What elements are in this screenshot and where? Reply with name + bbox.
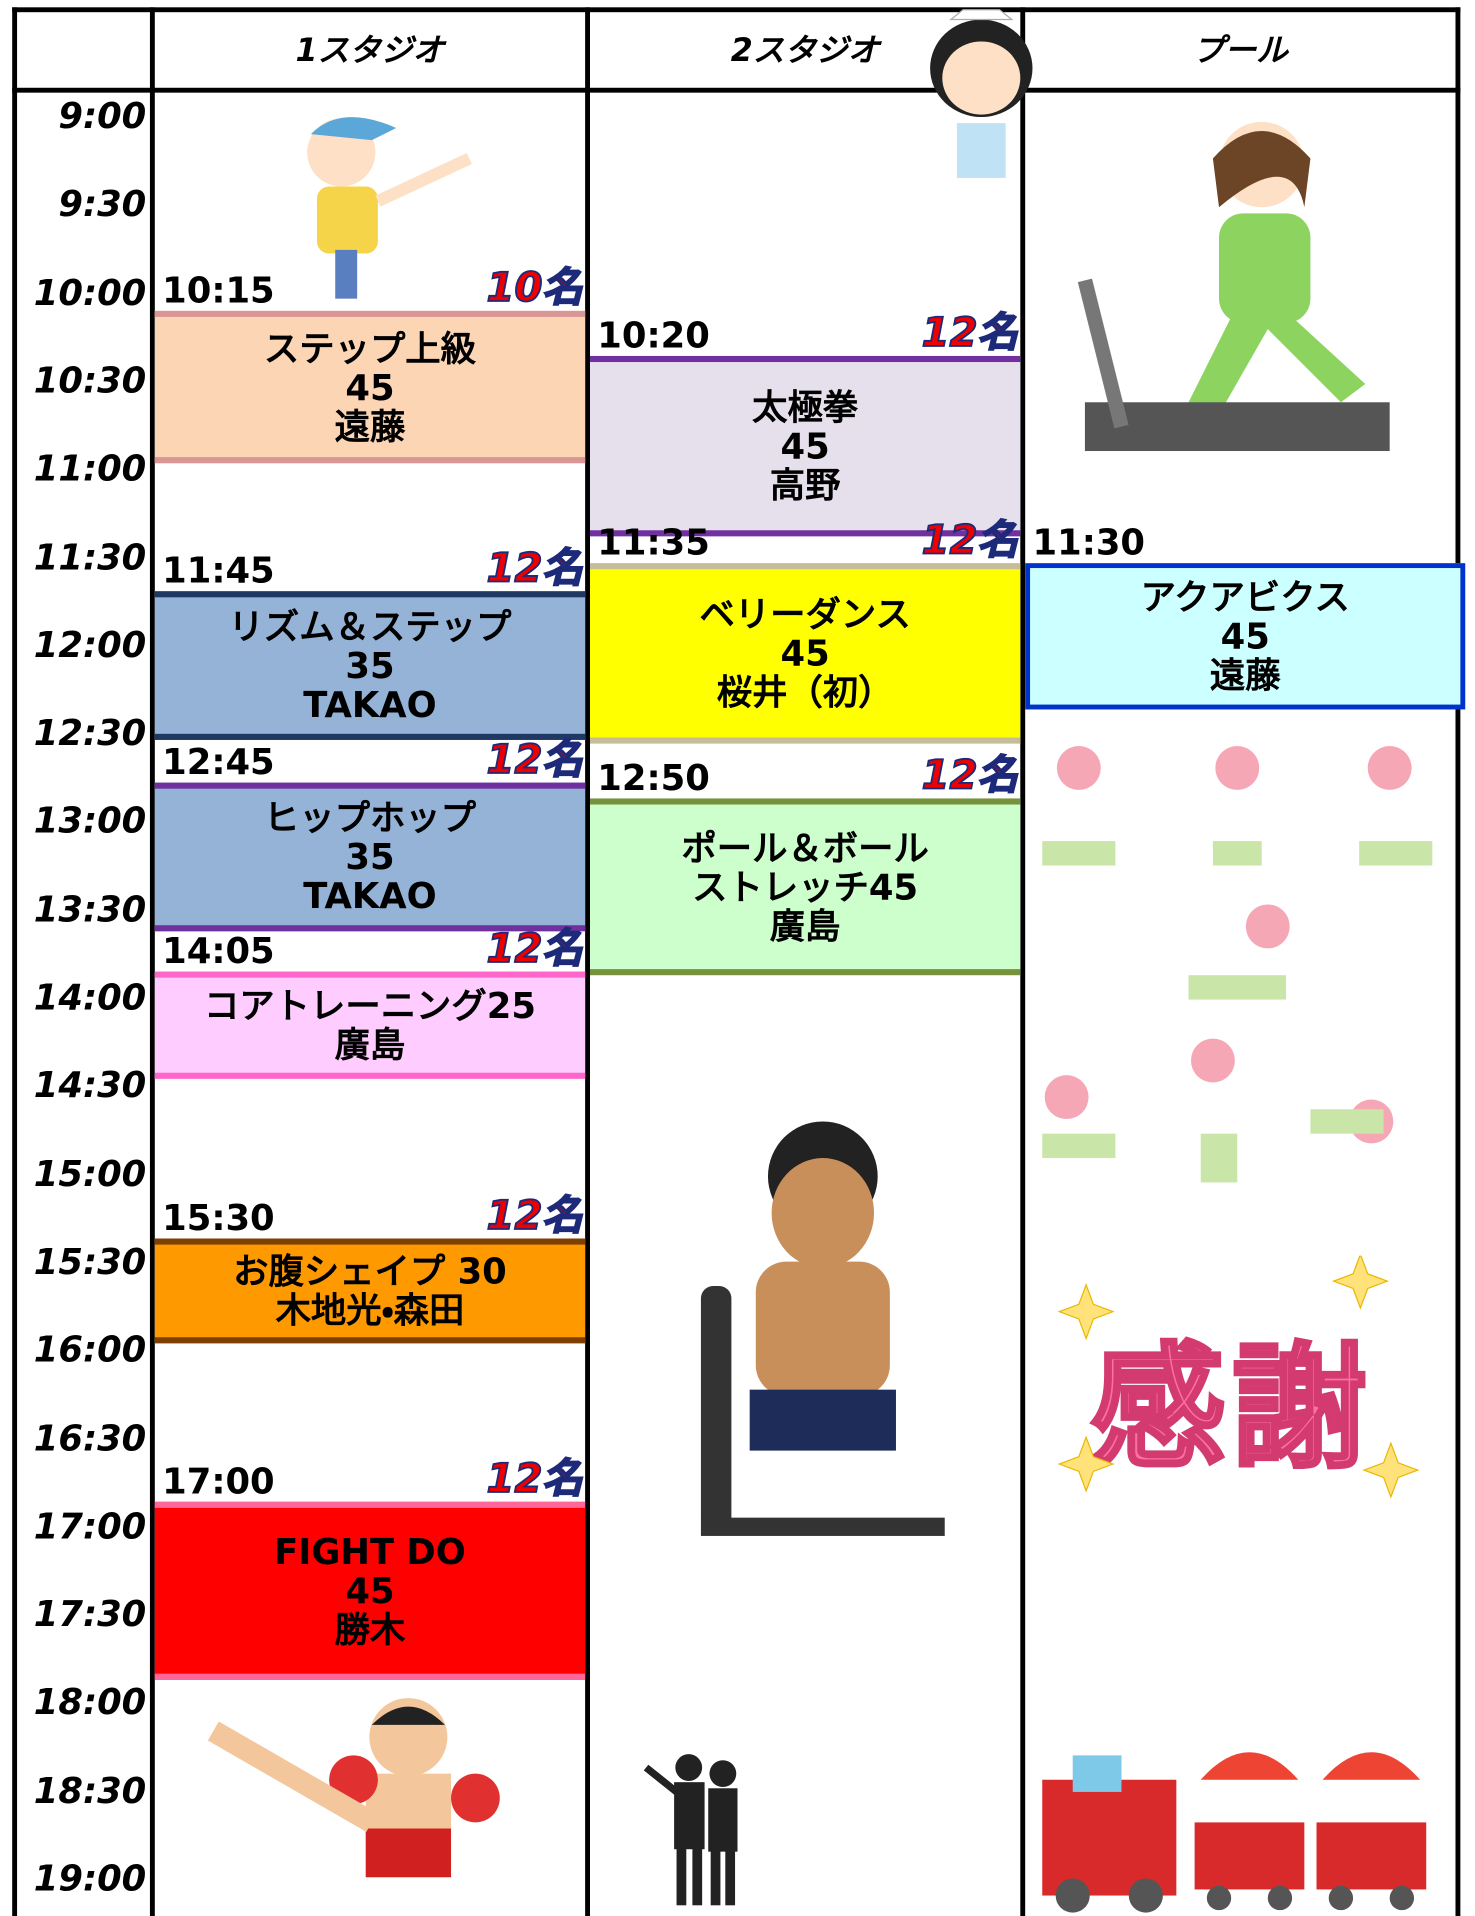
silhouette-illustration [643, 1754, 738, 1906]
start-time: 12:50 [597, 756, 710, 799]
time-label: 11:00 [33, 447, 147, 490]
start-time: 11:30 [1032, 521, 1146, 564]
time-label: 17:30 [33, 1593, 147, 1635]
capacity: 12名 [486, 1454, 584, 1502]
start-time: 14:05 [162, 930, 275, 972]
train-illustration [1042, 1752, 1427, 1913]
class-line: ステップ上級 [263, 327, 477, 369]
class-line: 遠藤 [1209, 654, 1281, 697]
time-label: 15:30 [33, 1240, 147, 1283]
start-time: 11:45 [162, 549, 275, 592]
time-label: 13:00 [33, 800, 147, 842]
time-label: 13:30 [33, 888, 147, 930]
class-block: リズム＆ステップ 35 TAKAO [154, 591, 586, 740]
time-label: 18:00 [33, 1681, 147, 1723]
class-block: ステップ上級 45 遠藤 [154, 310, 586, 464]
time-label: 14:30 [33, 1064, 147, 1106]
class-line: 木地光・森田 [275, 1289, 465, 1332]
class-line: 45 [780, 632, 830, 675]
class-line: 45 [345, 1570, 395, 1612]
class-line: TAKAO [303, 683, 437, 726]
column-rule [1020, 7, 1026, 1916]
class-line: 35 [345, 836, 395, 878]
class-line: 勝木 [334, 1609, 406, 1651]
class-line: お腹シェイプ 30 [233, 1250, 507, 1293]
class-line: アクアビクス [1140, 576, 1350, 619]
class-line: 桜井（初） [716, 671, 894, 714]
class-block: ベリーダンス 45 桜井（初） [589, 563, 1021, 744]
time-label: 10:30 [33, 359, 147, 401]
time-label: 17:00 [33, 1505, 147, 1547]
class-line: ベリーダンス [699, 593, 911, 636]
time-label: 11:30 [33, 535, 147, 578]
dancer-illustration [307, 117, 472, 299]
time-label: 14:00 [33, 976, 147, 1018]
time-label: 10:00 [33, 271, 147, 313]
start-time: 17:00 [162, 1460, 275, 1502]
sparkles [1057, 1255, 1420, 1499]
time-label: 16:00 [33, 1328, 147, 1371]
table-frame [12, 7, 1461, 1916]
class-block: FIGHT DO 45 勝木 [154, 1501, 586, 1680]
class-line: TAKAO [303, 875, 437, 917]
workout-illustration [700, 1121, 945, 1536]
capacity: 10名 [486, 263, 584, 311]
time-label: 18:30 [33, 1769, 147, 1812]
capacity: 12名 [921, 515, 1019, 564]
thanks-text: 感謝 [1089, 1328, 1374, 1488]
capacity: 12名 [486, 924, 584, 972]
kickboxer-illustration [207, 1698, 500, 1878]
start-time: 15:30 [162, 1197, 275, 1239]
class-line: 45 [345, 366, 395, 408]
start-time: 11:35 [597, 521, 710, 564]
class-line: 廣島 [334, 1023, 406, 1066]
yoga-illustration [1042, 746, 1433, 1183]
column-header: 1スタジオ [295, 32, 445, 70]
class-line: リズム＆ステップ [228, 605, 512, 648]
class-line: 高野 [769, 464, 841, 506]
class-line: 廣島 [769, 905, 841, 947]
class-block: ポール＆ボール ストレッチ45 廣島 [589, 798, 1021, 976]
time-label: 16:30 [33, 1417, 147, 1459]
start-time: 10:20 [597, 314, 710, 356]
start-time: 10:15 [162, 269, 275, 311]
class-block: アクアビクス 45 遠藤 [1025, 563, 1466, 710]
class-block: お腹シェイプ 30 木地光・森田 [154, 1238, 586, 1344]
capacity: 12名 [921, 750, 1019, 799]
class-block: 太極拳 45 高野 [589, 355, 1021, 537]
class-line: 35 [345, 644, 395, 687]
capacity: 12名 [921, 308, 1019, 356]
time-label: 19:00 [33, 1857, 147, 1900]
class-line: ヒップホップ [263, 797, 477, 839]
column-header: 2スタジオ [730, 32, 880, 70]
class-line: 太極拳 [752, 386, 859, 428]
start-time: 12:45 [162, 741, 275, 783]
class-line: 遠藤 [334, 405, 406, 447]
class-line: 45 [780, 425, 830, 467]
header-rule [12, 87, 1461, 93]
treadmill-illustration [1077, 121, 1390, 452]
time-label: 9:00 [58, 95, 147, 137]
capacity: 12名 [486, 1190, 584, 1239]
capacity: 12名 [486, 735, 584, 783]
column-rule [585, 7, 590, 1916]
time-label: 15:00 [33, 1152, 147, 1195]
class-line: ストレッチ45 [692, 866, 919, 908]
class-line: ポール＆ボール [681, 827, 929, 869]
class-block: ヒップホップ 35 TAKAO [154, 782, 586, 932]
class-line: 45 [1220, 615, 1270, 658]
class-block: コアトレーニング25 廣島 [154, 971, 586, 1079]
nurse-illustration [930, 9, 1033, 178]
capacity: 12名 [486, 543, 584, 592]
column-rule [149, 7, 155, 1916]
time-label: 12:30 [33, 712, 147, 754]
class-line: コアトレーニング25 [203, 984, 536, 1027]
time-label: 12:00 [33, 623, 147, 666]
time-label: 9:30 [58, 183, 147, 225]
class-line: FIGHT DO [274, 1531, 466, 1573]
column-header: プール [1192, 32, 1288, 70]
